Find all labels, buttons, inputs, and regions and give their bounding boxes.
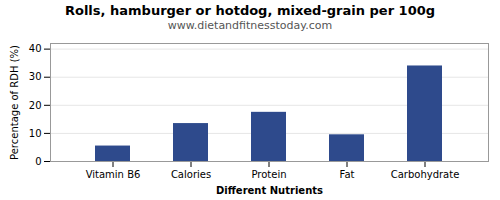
svg-text:Fat: Fat — [340, 169, 355, 180]
svg-text:Carbohydrate: Carbohydrate — [391, 169, 460, 180]
svg-text:Protein: Protein — [251, 169, 286, 180]
svg-text:Different Nutrients: Different Nutrients — [216, 185, 323, 196]
html-text:www.dietandfitnesstoday.com: www.dietandfitnesstoday.com — [167, 19, 333, 32]
svg-text:10: 10 — [29, 128, 42, 139]
svg-text:Calories: Calories — [171, 169, 211, 180]
svg-text:Percentage of RDH (%): Percentage of RDH (%) — [9, 45, 20, 160]
svg-text:20: 20 — [29, 100, 42, 111]
svg-text:30: 30 — [29, 71, 42, 82]
html-text:Rolls, hamburger or hotdog, mi: Rolls, hamburger or hotdog, mixed-grain … — [65, 3, 435, 18]
svg-text:Vitamin B6: Vitamin B6 — [86, 169, 141, 180]
svg-text:40: 40 — [29, 43, 42, 54]
svg-text:0: 0 — [35, 156, 41, 167]
